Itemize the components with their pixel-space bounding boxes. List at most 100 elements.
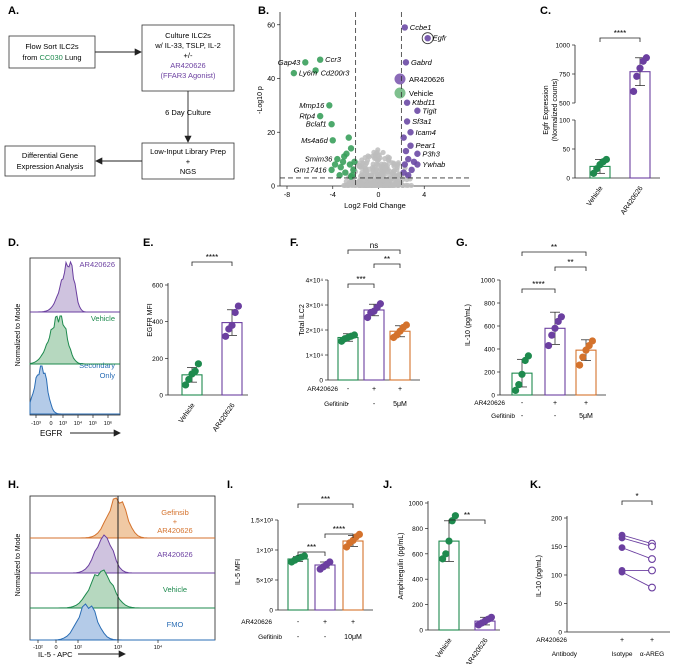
il10-areg-row1-label: AR420626 — [536, 637, 567, 644]
volcano-gene-label: Bclaf1 — [306, 120, 327, 129]
egfr-histogram-x-tick-label: 10⁶ — [104, 420, 112, 427]
egfr-histogram-x-tick-label: 10⁴ — [74, 420, 83, 427]
il10-gefitinib-point — [515, 381, 523, 389]
il5-histogram-x-tick-label: -10² — [33, 645, 43, 651]
egfr-mfi-y-label: EGFR MFI — [147, 303, 154, 336]
il5-histogram-x-tick-label: 10⁴ — [154, 644, 163, 651]
il10-gefitinib-row2-value: - — [554, 413, 557, 420]
total-ilc2-y-tick-label: 0 — [319, 378, 323, 385]
volcano-point-up — [414, 107, 421, 114]
egfr-mfi-y-tick-label: 400 — [152, 319, 163, 326]
volcano-point-up — [403, 99, 411, 106]
il10-gefitinib-point — [557, 313, 566, 321]
hist-d-label-ar420626: AR420626 — [80, 260, 115, 269]
egfr-mfi-point — [185, 375, 193, 384]
il5-mfi-row1-label: AR420626 — [241, 619, 272, 626]
egfr-histogram-curve-ar420626 — [30, 260, 120, 313]
total-ilc2-y-tick-label: 4×10⁴ — [306, 278, 324, 285]
il10-areg-row2-value: Isotype — [612, 651, 633, 658]
volcano-gene-label: Ywhab — [422, 160, 445, 169]
il10-areg-row1-value: + — [650, 637, 654, 644]
egfr-mfi-point — [228, 321, 236, 329]
volcano-gene-label: Ms4a6d — [301, 136, 329, 145]
il5-histogram-curve-vehicle — [30, 569, 215, 609]
egfr-histogram-x-label: EGFR — [40, 429, 62, 438]
volcano-gene-label: Smim36 — [305, 155, 333, 164]
volcano-gene-label: Ly6m — [299, 69, 317, 78]
il5-mfi-row2-value: - — [324, 634, 327, 641]
volcano-point-ns — [357, 173, 364, 179]
volcano-point-down — [302, 59, 309, 66]
total-ilc2-row1-value: + — [372, 386, 376, 393]
flow-box-culture-line1: Culture ILC2s — [165, 31, 211, 40]
hist-h-label-gefitinib-3: AR420626 — [157, 526, 192, 535]
il5-mfi-chart: IL-5 MFI 05×10²1×10³1.5×10³**********AR4… — [235, 495, 373, 641]
total-ilc2-row2-value: 5μM — [393, 401, 407, 408]
volcano-point-down — [316, 112, 324, 120]
total-ilc2-row2-label: Gefitinib — [324, 401, 348, 408]
il5-mfi-sig-bracket — [297, 551, 326, 556]
egfr-mfi-y-tick-label: 600 — [152, 283, 163, 290]
total-ilc2-point — [350, 331, 358, 339]
volcano-point-ns — [368, 173, 375, 179]
volcano-point-up — [407, 129, 414, 136]
il10-gefitinib-row1-label: AR420626 — [474, 400, 505, 407]
volcano-gene-label: Tigit — [422, 106, 437, 115]
volcano-gene-label: Sf3a1 — [412, 117, 432, 126]
il10-gefitinib-point — [545, 341, 553, 350]
egfr-expression-x-tick-label: AR420626 — [620, 185, 645, 216]
volcano-point-ns — [356, 163, 362, 169]
il10-areg-y-tick-label: 200 — [551, 516, 562, 523]
il10-gefitinib-sig-bracket — [521, 251, 587, 256]
egfr-expression-y-tick-label: 0 — [566, 176, 570, 183]
il5-mfi-row2-value: 10μM — [344, 634, 362, 641]
il10-gefitinib-y-tick-label: 200 — [484, 370, 495, 377]
il5-mfi-row2-value: - — [297, 634, 300, 641]
volcano-gene-label: Ccbe1 — [410, 23, 432, 32]
il10-areg-y-tick-label: 0 — [558, 630, 562, 637]
volcano-point-down — [342, 169, 349, 176]
il10-areg-pair-line — [621, 571, 653, 588]
il5-mfi-row1-value: + — [351, 619, 355, 626]
il10-gefitinib-point — [551, 324, 559, 332]
volcano-y-tick-label: 60 — [267, 22, 275, 29]
panel-label-k: K. — [530, 479, 541, 491]
il10-gefitinib-y-tick-label: 400 — [484, 347, 495, 354]
flow-box-sort-line1: Flow Sort ILC2s — [25, 42, 79, 51]
amphiregulin-y-label: Amphiregulin (pg/mL) — [398, 533, 405, 600]
il10-gefitinib-sig-bracket — [521, 288, 556, 293]
il10-areg-pair-line — [621, 547, 653, 560]
il10-gefitinib-point — [524, 352, 533, 360]
volcano-point-up — [405, 155, 412, 163]
il5-mfi-y-tick-label: 5×10² — [256, 578, 274, 585]
egfr-expression-point — [602, 155, 611, 164]
il10-gefitinib-y-tick-label: 800 — [484, 301, 495, 308]
flow-box-culture-line2: w/ IL-33, TSLP, IL-2 — [154, 41, 221, 50]
amphiregulin-y-tick-label: 0 — [419, 628, 423, 635]
egfr-expression-point — [630, 87, 638, 95]
il10-gefitinib-sig-label: **** — [532, 280, 544, 289]
panel-label-j: J. — [383, 479, 392, 491]
volcano-x-tick-label: 4 — [422, 192, 426, 199]
il5-mfi-point — [355, 530, 363, 539]
egfr-histogram-x-tick-label: 10⁵ — [89, 420, 97, 427]
volcano-y-tick-label: 40 — [267, 76, 275, 83]
il5-mfi-bar — [342, 540, 364, 611]
legend-label-ar420626: AR420626 — [409, 75, 444, 84]
il5-mfi-point — [300, 552, 308, 560]
egfr-expression-sig-bracket — [599, 37, 641, 42]
egfr-expression-y-label-line1: Egfr Expression — [543, 85, 550, 135]
total-ilc2-row1-label: AR420626 — [307, 386, 338, 393]
flow-box-analysis-line2: Expression Analysis — [17, 162, 84, 171]
egfr-expression-point — [642, 54, 651, 62]
egfr-mfi-point — [194, 360, 202, 368]
egfr-expression-y-tick-label: 50 — [563, 147, 571, 154]
hist-d-label-vehicle: Vehicle — [91, 314, 115, 323]
panel-label-e: E. — [143, 237, 153, 249]
volcano-y-label: -Log10 p — [257, 86, 264, 114]
il10-areg-sig-label: * — [635, 492, 638, 501]
il10-areg-point-areg — [648, 542, 656, 551]
il5-histogram: Normalized to Mode IL-5 - APC Gefinsib +… — [15, 495, 216, 659]
total-ilc2-sig-label: ** — [384, 255, 390, 264]
